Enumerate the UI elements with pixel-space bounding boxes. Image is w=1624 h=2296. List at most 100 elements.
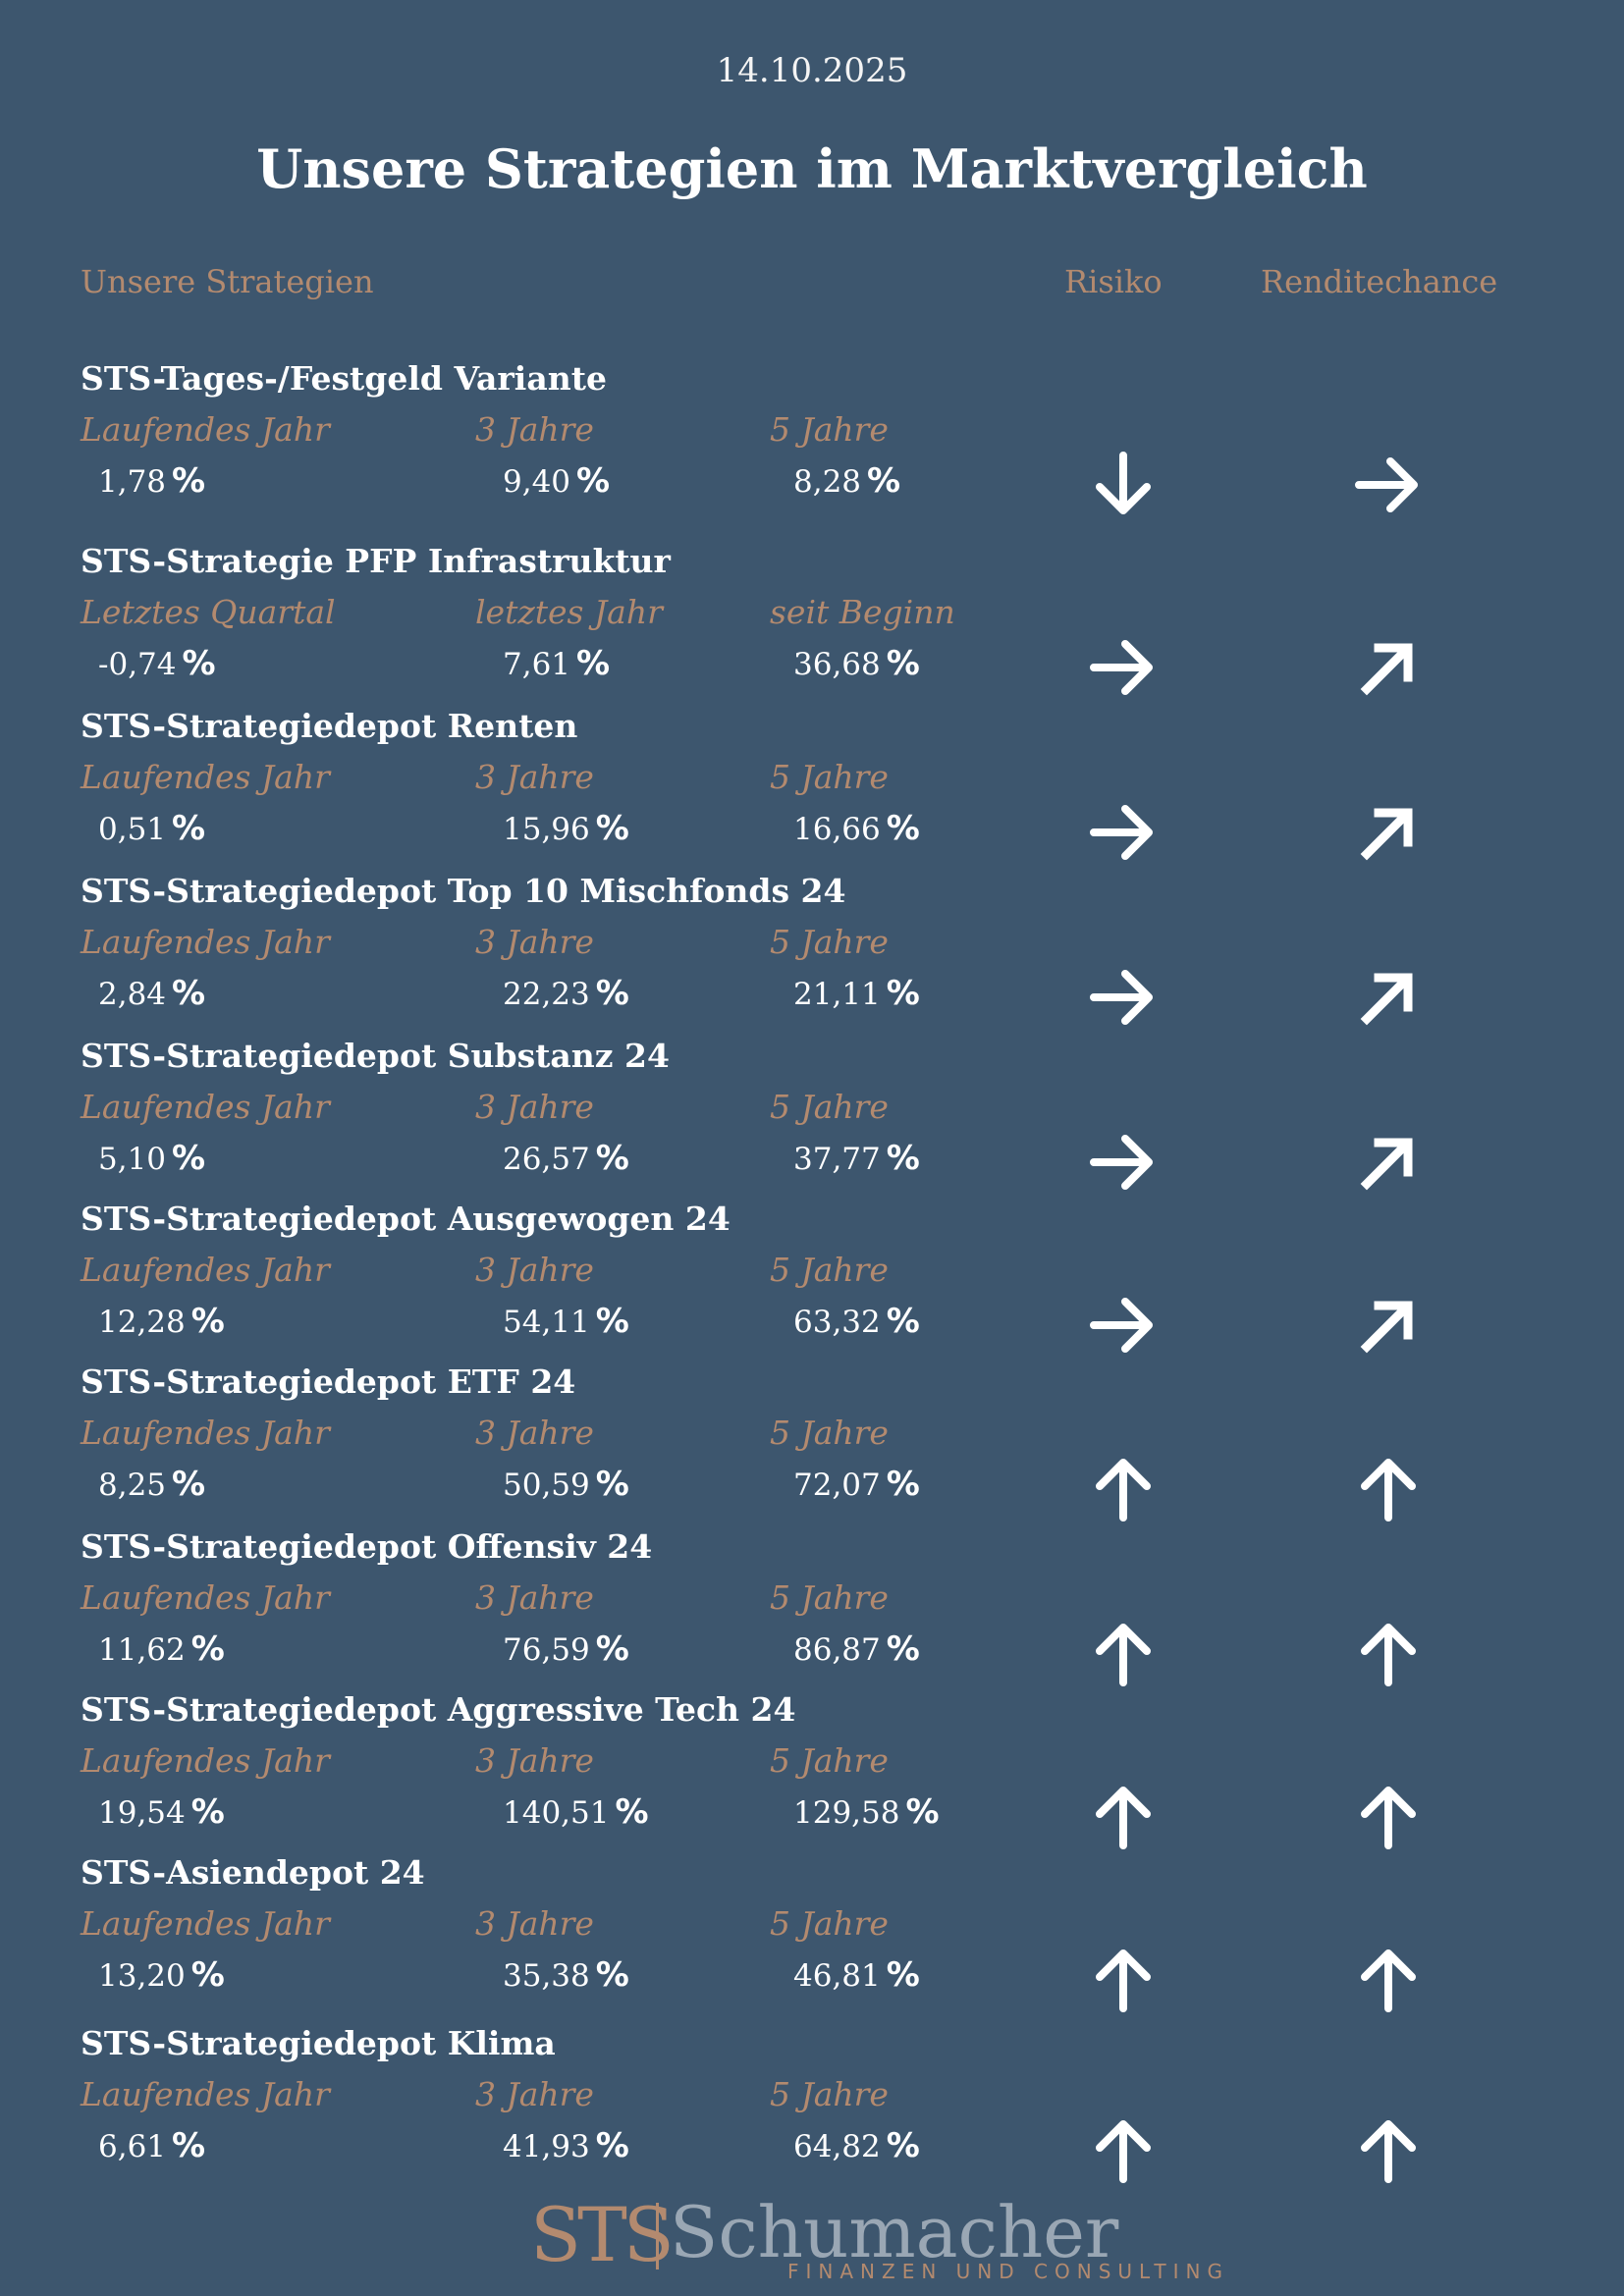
period-label: 5 Jahre bbox=[770, 1741, 889, 1780]
value-number: 46,81 bbox=[793, 1958, 881, 1994]
period-label: 5 Jahre bbox=[770, 1578, 889, 1617]
strategy-block: STS-Strategiedepot Renten Laufendes Jahr 0… bbox=[0, 707, 1624, 864]
period-label: Laufendes Jahr bbox=[81, 1414, 330, 1452]
logo-name: Schumacher bbox=[670, 2191, 1119, 2273]
percent-sign: % bbox=[886, 1465, 920, 1504]
performance-value: 8,28% bbox=[793, 461, 1049, 501]
percent-sign: % bbox=[576, 644, 611, 683]
period-label: 5 Jahre bbox=[770, 1088, 889, 1126]
period-label: Laufendes Jahr bbox=[81, 1578, 330, 1617]
value-number: 13,20 bbox=[98, 1958, 186, 1994]
return-up-right-icon bbox=[1349, 1286, 1428, 1364]
risk-up-icon bbox=[1084, 1940, 1163, 2018]
percent-sign: % bbox=[595, 974, 629, 1013]
value-number: 50,59 bbox=[503, 1468, 590, 1503]
performance-value: 13,20% bbox=[98, 1955, 353, 1995]
page-title: Unsere Strategien im Marktvergleich bbox=[256, 137, 1368, 200]
value-number: 22,23 bbox=[503, 977, 590, 1012]
risk-up-icon bbox=[1084, 2110, 1163, 2189]
performance-value: 2,84% bbox=[98, 974, 353, 1013]
strategy-block: STS-Tages-/Festgeld Variante Laufendes Ja… bbox=[0, 359, 1624, 516]
return-up-icon bbox=[1349, 1449, 1428, 1527]
performance-value: 140,51% bbox=[503, 1792, 758, 1832]
strategy-name: STS-Strategiedepot Top 10 Mischfonds 24 bbox=[81, 872, 846, 910]
period-label: 5 Jahre bbox=[770, 1414, 889, 1452]
performance-value: 6,61% bbox=[98, 2126, 353, 2165]
return-up-right-icon bbox=[1349, 958, 1428, 1037]
period-label: Laufendes Jahr bbox=[81, 758, 330, 796]
value-number: 9,40 bbox=[503, 464, 571, 500]
strategy-block: STS-Strategiedepot Substanz 24 Laufendes … bbox=[0, 1037, 1624, 1194]
value-number: 21,11 bbox=[793, 977, 881, 1012]
value-number: 5,10 bbox=[98, 1142, 167, 1177]
return-up-right-icon bbox=[1349, 793, 1428, 872]
percent-sign: % bbox=[172, 1465, 206, 1504]
percent-sign: % bbox=[182, 644, 216, 683]
risk-right-icon bbox=[1084, 1123, 1163, 1201]
strategy-block: STS-Asiendepot 24 Laufendes Jahr 13,20% 3 J… bbox=[0, 1853, 1624, 2012]
percent-sign: % bbox=[190, 1302, 225, 1341]
header-strategies: Unsere Strategien bbox=[81, 263, 374, 300]
value-number: 76,59 bbox=[503, 1632, 590, 1668]
percent-sign: % bbox=[595, 1629, 629, 1669]
percent-sign: % bbox=[615, 1792, 649, 1832]
performance-value: 35,38% bbox=[503, 1955, 758, 1995]
period-label: 3 Jahre bbox=[475, 1904, 594, 1943]
strategy-name: STS-Strategiedepot ETF 24 bbox=[81, 1362, 576, 1401]
strategy-block: STS-Strategie PFP Infrastruktur Letztes Q… bbox=[0, 542, 1624, 699]
performance-value: 26,57% bbox=[503, 1139, 758, 1178]
performance-value: 5,10% bbox=[98, 1139, 353, 1178]
percent-sign: % bbox=[886, 2126, 920, 2165]
percent-sign: % bbox=[576, 461, 611, 501]
percent-sign: % bbox=[595, 2126, 629, 2165]
period-label: 3 Jahre bbox=[475, 1578, 594, 1617]
strategy-name: STS-Strategiedepot Aggressive Tech 24 bbox=[81, 1690, 796, 1729]
value-number: 26,57 bbox=[503, 1142, 590, 1177]
value-number: 8,25 bbox=[98, 1468, 167, 1503]
percent-sign: % bbox=[190, 1792, 225, 1832]
value-number: 1,78 bbox=[98, 464, 167, 500]
performance-value: 129,58% bbox=[793, 1792, 1049, 1832]
risk-right-icon bbox=[1084, 958, 1163, 1037]
period-label: Laufendes Jahr bbox=[81, 1904, 330, 1943]
performance-value: 0,51% bbox=[98, 809, 353, 848]
value-number: 19,54 bbox=[98, 1795, 186, 1831]
value-number: 2,84 bbox=[98, 977, 167, 1012]
performance-value: 11,62% bbox=[98, 1629, 353, 1669]
performance-value: 86,87% bbox=[793, 1629, 1049, 1669]
performance-value: 41,93% bbox=[503, 2126, 758, 2165]
period-label: 3 Jahre bbox=[475, 2075, 594, 2113]
percent-sign: % bbox=[886, 1955, 920, 1995]
header-risk: Risiko bbox=[1064, 263, 1163, 300]
value-number: 54,11 bbox=[503, 1305, 590, 1340]
return-up-right-icon bbox=[1349, 628, 1428, 707]
period-label: 5 Jahre bbox=[770, 2075, 889, 2113]
performance-value: 46,81% bbox=[793, 1955, 1049, 1995]
strategy-block: STS-Strategiedepot Klima Laufendes Jahr 6,… bbox=[0, 2024, 1624, 2183]
percent-sign: % bbox=[905, 1792, 940, 1832]
performance-value: 54,11% bbox=[503, 1302, 758, 1341]
value-number: 0,51 bbox=[98, 812, 167, 847]
period-label: 3 Jahre bbox=[475, 1414, 594, 1452]
period-label: Letztes Quartal bbox=[81, 593, 336, 631]
percent-sign: % bbox=[886, 809, 920, 848]
strategy-name: STS-Strategiedepot Klima bbox=[81, 2024, 556, 2062]
performance-value: 21,11% bbox=[793, 974, 1049, 1013]
performance-value: 16,66% bbox=[793, 809, 1049, 848]
value-number: 64,82 bbox=[793, 2129, 881, 2164]
value-number: 11,62 bbox=[98, 1632, 186, 1668]
value-number: 6,61 bbox=[98, 2129, 167, 2164]
return-right-icon bbox=[1349, 446, 1428, 524]
value-number: 12,28 bbox=[98, 1305, 186, 1340]
percent-sign: % bbox=[172, 461, 206, 501]
risk-down-icon bbox=[1084, 446, 1163, 524]
strategy-block: STS-Strategiedepot ETF 24 Laufendes Jahr 8… bbox=[0, 1362, 1624, 1522]
return-up-icon bbox=[1349, 1777, 1428, 1855]
strategy-name: STS-Strategiedepot Substanz 24 bbox=[81, 1037, 670, 1075]
period-label: 3 Jahre bbox=[475, 923, 594, 961]
percent-sign: % bbox=[886, 1139, 920, 1178]
value-number: 140,51 bbox=[503, 1795, 610, 1831]
period-label: Laufendes Jahr bbox=[81, 923, 330, 961]
strategy-name: STS-Strategiedepot Renten bbox=[81, 707, 578, 745]
